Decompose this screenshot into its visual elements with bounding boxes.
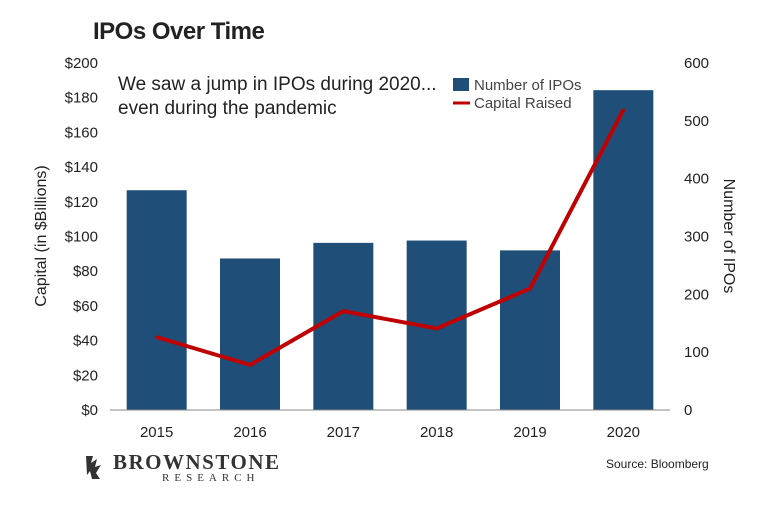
legend-bar-swatch bbox=[453, 78, 469, 91]
ticks-group: $0 $20 $40 $60 $80 $100 $120 $140 $160 $180 $200 0 1… bbox=[65, 55, 709, 441]
line-point-2019 bbox=[528, 287, 532, 291]
left-tick-label: $120 bbox=[65, 194, 98, 211]
bar-2020 bbox=[593, 90, 654, 410]
bar-2017 bbox=[313, 242, 374, 410]
left-tick-label: $20 bbox=[73, 367, 98, 384]
logo-sub: RESEARCH bbox=[162, 472, 260, 484]
right-tick-label: 200 bbox=[684, 286, 709, 303]
line-point-2016 bbox=[248, 363, 252, 367]
x-tick-label: 2018 bbox=[420, 424, 453, 441]
bar-2016 bbox=[220, 258, 280, 410]
x-tick-label: 2015 bbox=[140, 424, 173, 441]
brownstone-logo: BROWNSTONE RESEARCH bbox=[83, 452, 281, 484]
y-axis-right-label: Number of IPOs bbox=[720, 179, 737, 294]
left-tick-label: $100 bbox=[65, 229, 98, 246]
right-tick-label: 600 bbox=[684, 55, 709, 72]
annotation-line-1: We saw a jump in IPOs during 2020... bbox=[118, 74, 437, 95]
annotation-line-2: even during the pandemic bbox=[118, 98, 337, 119]
line-point-2018 bbox=[435, 326, 439, 330]
brownstone-logo-icon bbox=[86, 456, 101, 479]
x-tick-label: 2016 bbox=[233, 424, 266, 441]
chart-title: IPOs Over Time bbox=[93, 18, 265, 45]
right-tick-label: 400 bbox=[684, 171, 709, 188]
right-tick-label: 0 bbox=[684, 402, 692, 419]
left-tick-label: $80 bbox=[73, 263, 98, 280]
legend-bars-label: Number of IPOs bbox=[474, 77, 582, 94]
y-axis-left-label: Capital (in $Billions) bbox=[33, 165, 50, 306]
right-tick-label: 100 bbox=[684, 344, 709, 361]
left-tick-label: $180 bbox=[65, 90, 98, 107]
bars-group bbox=[126, 90, 654, 410]
left-tick-label: $0 bbox=[81, 402, 98, 419]
left-tick-label: $40 bbox=[73, 333, 98, 350]
x-tick-label: 2017 bbox=[327, 424, 360, 441]
left-tick-label: $60 bbox=[73, 298, 98, 315]
bar-2019 bbox=[500, 250, 560, 410]
right-tick-label: 500 bbox=[684, 113, 709, 130]
logo-name: BROWNSTONE bbox=[113, 450, 281, 474]
line-point-2017 bbox=[341, 309, 345, 313]
x-tick-label: 2020 bbox=[607, 424, 640, 441]
bar-2015 bbox=[126, 190, 187, 410]
line-group bbox=[155, 108, 626, 367]
capital-raised-line bbox=[156, 108, 626, 367]
left-tick-label: $160 bbox=[65, 124, 98, 141]
source-note: Source: Bloomberg bbox=[606, 457, 709, 471]
legend-line-label: Capital Raised bbox=[474, 95, 572, 112]
line-point-2020 bbox=[621, 108, 625, 112]
x-tick-label: 2019 bbox=[513, 424, 546, 441]
line-point-2015 bbox=[155, 335, 159, 339]
left-tick-label: $200 bbox=[65, 55, 98, 72]
right-tick-label: 300 bbox=[684, 229, 709, 246]
left-tick-label: $140 bbox=[65, 159, 98, 176]
legend: Number of IPOs Capital Raised bbox=[453, 77, 582, 112]
